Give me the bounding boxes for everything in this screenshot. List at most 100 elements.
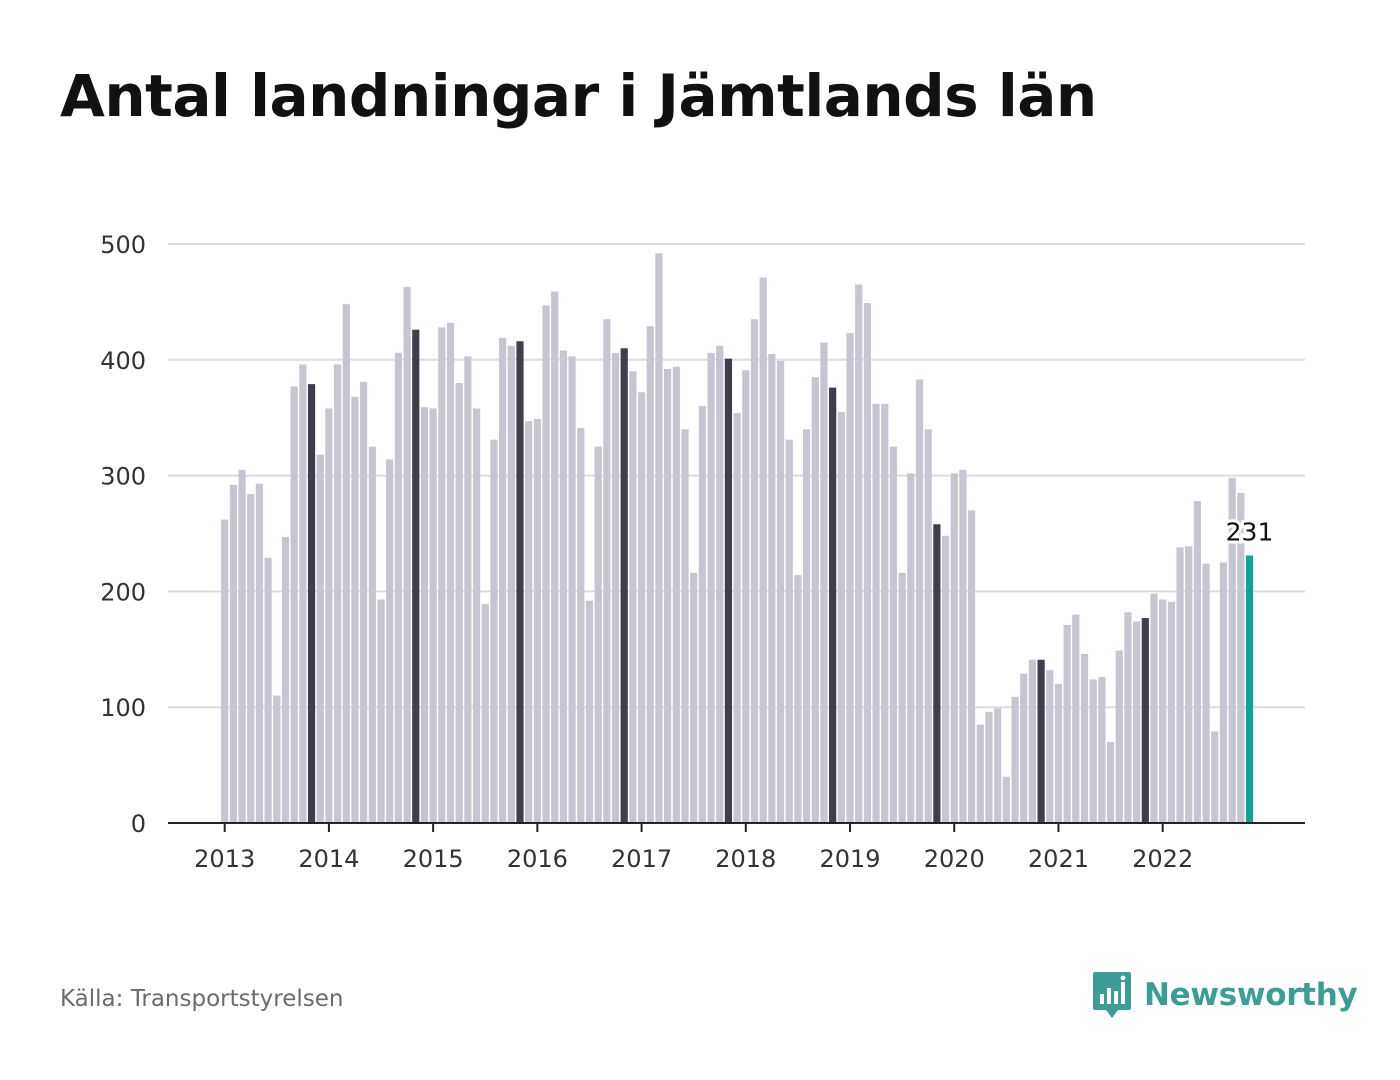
bar [585, 600, 594, 823]
bar [707, 352, 715, 823]
bar [238, 469, 246, 823]
bar [611, 352, 620, 823]
x-tick-label: 2013 [194, 845, 255, 873]
bar [507, 345, 515, 823]
y-tick-label: 0 [131, 810, 146, 838]
latest-value-label: 231 [1226, 518, 1274, 547]
bar [1011, 696, 1019, 823]
bar [716, 345, 724, 823]
bar [629, 371, 637, 823]
bar [794, 575, 802, 823]
bar [559, 350, 568, 823]
bar [785, 439, 793, 823]
bar [950, 473, 958, 823]
bar [742, 370, 750, 823]
bar [1046, 670, 1054, 823]
y-axis-ticks: 0 100 200 300 400 500 [100, 231, 146, 838]
bar [1037, 659, 1045, 823]
x-tick-label: 2022 [1132, 845, 1193, 873]
bar [829, 387, 837, 823]
x-tick-label: 2016 [507, 845, 568, 873]
bar [299, 364, 307, 823]
bar [776, 360, 785, 823]
bar [221, 519, 229, 823]
bar [499, 337, 507, 823]
bar [1080, 653, 1089, 823]
bar [412, 329, 420, 823]
bar [898, 572, 906, 823]
bar [1202, 563, 1210, 823]
bar [881, 403, 889, 823]
bar [1072, 614, 1080, 823]
bar [334, 364, 342, 823]
bar [855, 284, 863, 823]
bar [1167, 601, 1175, 823]
bar [1115, 650, 1123, 823]
x-tick-label: 2019 [819, 845, 880, 873]
bar [255, 483, 264, 823]
bar [386, 459, 394, 823]
bar [820, 342, 828, 823]
bar [759, 277, 767, 823]
bar [481, 604, 489, 823]
bar [846, 333, 854, 823]
y-tick-label: 500 [100, 231, 146, 259]
bar [533, 418, 541, 823]
bar [1063, 624, 1071, 823]
source-note: Källa: Transportstyrelsen [60, 986, 344, 1012]
bar [933, 524, 941, 823]
bars [221, 253, 1254, 824]
bar [1106, 741, 1115, 823]
bar [681, 429, 689, 823]
bar [377, 599, 385, 823]
bar [976, 724, 984, 823]
bar [429, 408, 437, 823]
bar [994, 708, 1002, 823]
bar [516, 341, 524, 823]
bar [889, 446, 898, 823]
x-axis-ticks: 2013 2014 2015 2016 2017 2018 2019 2020 2021 2022 [194, 823, 1193, 873]
bar [811, 377, 819, 823]
bar [1176, 547, 1184, 823]
bar [724, 358, 733, 823]
x-tick-label: 2015 [403, 845, 464, 873]
bar [646, 326, 654, 823]
y-tick-label: 400 [100, 347, 146, 375]
bar [525, 421, 533, 823]
bar [351, 396, 359, 823]
bar [603, 319, 611, 823]
bar [325, 408, 333, 823]
bar [264, 557, 272, 823]
bar [620, 348, 628, 823]
bar [438, 327, 446, 823]
bar [594, 446, 602, 823]
bar [446, 322, 455, 823]
bar [637, 392, 646, 823]
bar [464, 356, 472, 823]
bar [924, 429, 932, 823]
bar [316, 454, 324, 823]
bar [959, 469, 967, 823]
bar [698, 406, 706, 823]
bar [733, 413, 741, 823]
x-tick-label: 2018 [715, 845, 776, 873]
bar [551, 291, 559, 823]
bar [360, 381, 368, 823]
bar [1133, 621, 1141, 823]
bar [863, 303, 871, 824]
bar [542, 305, 550, 823]
bar [307, 384, 316, 823]
bar [968, 510, 976, 823]
bar [1054, 684, 1063, 823]
bar [768, 354, 776, 823]
brand-logo-group: Newsworthy [1092, 970, 1358, 1020]
brand-name: Newsworthy [1144, 977, 1358, 1013]
bar [872, 403, 880, 823]
bar [1002, 776, 1010, 823]
bar [1028, 659, 1037, 823]
bar [690, 572, 698, 823]
bar [394, 352, 402, 823]
bar [247, 494, 255, 823]
bar [281, 536, 290, 823]
bar [273, 695, 281, 823]
